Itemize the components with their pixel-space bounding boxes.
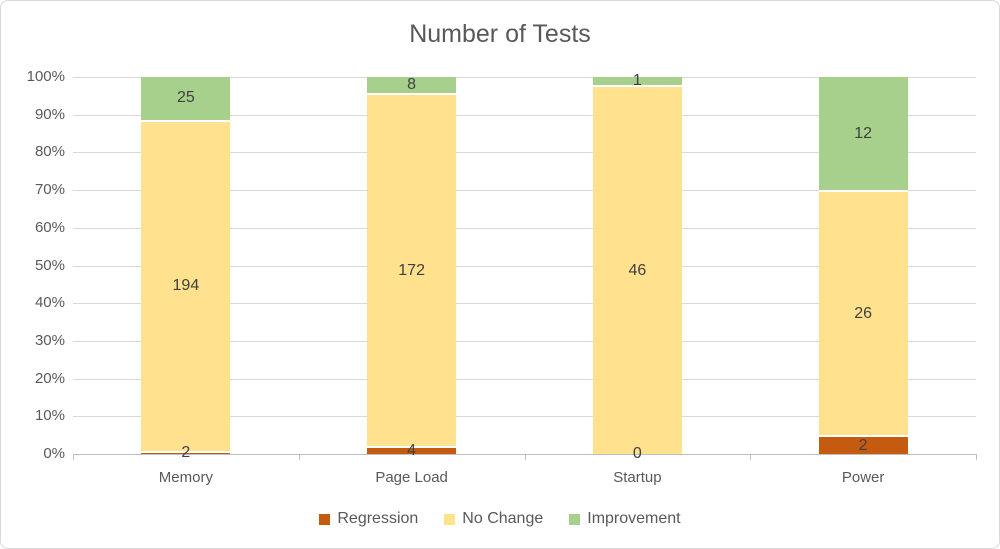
plot-area: 25 194 2 8 172 4 1 46 0 12 26 2: [73, 73, 977, 462]
data-label: 172: [398, 261, 425, 279]
x-label-page-load: Page Load: [375, 469, 448, 486]
data-label: 46: [628, 261, 647, 279]
gridline: [73, 114, 976, 116]
axis-tick: [524, 454, 526, 460]
bar-power: 12 26 2: [818, 77, 908, 454]
legend-label: Improvement: [587, 510, 681, 527]
y-tick-label: 50%: [34, 256, 65, 274]
bar-segment-no-change[interactable]: 172: [367, 93, 457, 446]
axis-tick: [750, 454, 752, 460]
gridline: [73, 152, 976, 154]
gridline: [73, 265, 976, 267]
bar-segment-no-change[interactable]: 194: [141, 119, 231, 451]
data-label: 2: [858, 436, 868, 454]
gridline: [73, 227, 976, 229]
y-tick-label: 100%: [26, 68, 65, 85]
gridline: [73, 340, 976, 342]
y-tick-label: 60%: [34, 218, 65, 236]
chart-title: Number of Tests: [409, 20, 591, 48]
bar-segment-no-change[interactable]: 46: [592, 85, 682, 454]
y-tick-label: 30%: [34, 331, 65, 349]
bar-segment-regression[interactable]: 2: [818, 435, 908, 454]
data-label: 12: [854, 124, 873, 142]
bar-segment-improvement[interactable]: 12: [818, 77, 908, 191]
y-tick-label: 10%: [34, 407, 65, 425]
regression-swatch-icon: [319, 513, 331, 525]
bar-startup: 1 46 0: [592, 73, 682, 462]
bars: 25 194 2 8 172 4 1 46 0 12 26 2: [73, 73, 976, 462]
bar-segment-regression[interactable]: 4: [367, 442, 457, 458]
bar-page-load: 8 172 4: [367, 76, 457, 458]
x-label-power: Power: [841, 469, 885, 486]
gridline: [73, 416, 976, 418]
y-tick-label: 40%: [34, 294, 65, 312]
bar-segment-regression[interactable]: 2: [141, 445, 231, 461]
data-label: 4: [407, 441, 417, 459]
data-label: 26: [854, 304, 873, 322]
legend-item-improvement[interactable]: Improvement: [569, 510, 681, 528]
improvement-swatch-icon: [569, 513, 581, 525]
bar-segment-improvement[interactable]: 1: [592, 73, 682, 89]
axis-tick: [976, 454, 977, 460]
y-tick-label: 20%: [34, 369, 65, 387]
legend: Regression No Change Improvement: [1, 510, 999, 528]
data-label: 8: [407, 76, 417, 94]
y-tick-label: 70%: [34, 181, 65, 199]
data-label: 25: [176, 89, 195, 107]
axis-tick: [73, 454, 74, 460]
bar-cell-page-load: 8 172 4: [299, 76, 525, 458]
y-tick-label: 90%: [34, 105, 65, 123]
bar-cell-power: 12 26 2: [750, 77, 976, 454]
bar-cell-startup: 1 46 0: [525, 73, 751, 462]
gridline: [73, 190, 976, 192]
gridline: [73, 303, 976, 305]
bar-segment-improvement[interactable]: 25: [141, 77, 231, 120]
x-label-memory: Memory: [158, 469, 213, 486]
legend-label: No Change: [462, 510, 544, 527]
bar-segment-improvement[interactable]: 8: [367, 76, 457, 94]
data-label: 194: [172, 277, 200, 295]
y-tick-label: 0%: [43, 445, 65, 462]
bar-segment-no-change[interactable]: 26: [818, 190, 908, 436]
x-axis-labels: Memory Page Load Startup Power: [73, 469, 976, 486]
gridline: [73, 77, 976, 78]
x-label-startup: Startup: [613, 469, 662, 486]
legend-item-no-change[interactable]: No Change: [444, 510, 543, 528]
bar-cell-memory: 25 194 2: [73, 77, 299, 461]
axis-tick: [298, 454, 300, 460]
no-change-swatch-icon: [444, 513, 456, 525]
bar-memory: 25 194 2: [141, 77, 231, 461]
gridline: [73, 378, 976, 380]
legend-label: Regression: [337, 510, 419, 527]
legend-item-regression[interactable]: Regression: [319, 510, 418, 528]
y-tick-label: 80%: [34, 143, 65, 161]
